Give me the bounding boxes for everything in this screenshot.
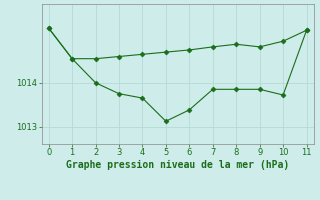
X-axis label: Graphe pression niveau de la mer (hPa): Graphe pression niveau de la mer (hPa) — [66, 160, 289, 170]
